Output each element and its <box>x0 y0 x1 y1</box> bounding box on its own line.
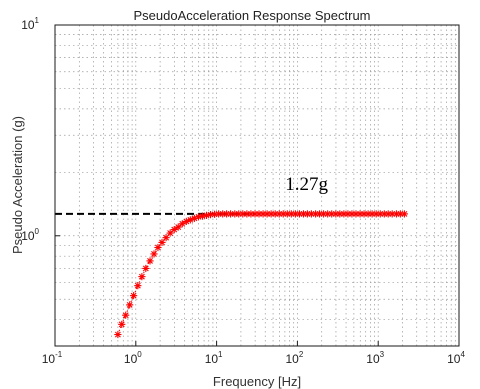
x-tick-label: 102 <box>285 350 303 366</box>
x-tick-label: 10-1 <box>42 350 63 366</box>
data-point <box>130 292 138 300</box>
series-line <box>117 213 405 335</box>
data-point <box>138 273 146 281</box>
data-point <box>162 234 170 242</box>
y-tick-label: 100 <box>21 227 39 243</box>
x-axis-title: Frequency [Hz] <box>213 374 301 389</box>
data-point <box>174 223 182 231</box>
x-tick-label: 101 <box>205 350 223 366</box>
peak-value-annotation: 1.27g <box>285 174 328 195</box>
data-point <box>178 220 186 228</box>
data-point <box>114 330 122 339</box>
data-point <box>307 210 315 218</box>
data-point <box>154 243 162 252</box>
x-tick-label: 104 <box>447 350 465 366</box>
y-axis-title: Pseudo Acceleration (g) <box>10 116 25 254</box>
data-point <box>400 210 408 218</box>
data-point <box>150 250 158 258</box>
y-tick-label: 101 <box>21 16 39 32</box>
data-point <box>126 301 134 309</box>
data-point <box>118 320 126 328</box>
x-tick-label: 103 <box>366 350 384 366</box>
tick-layer: 10-1 100 101 102 103 104 100 101 <box>21 16 465 366</box>
data-point <box>158 238 166 247</box>
data-point <box>388 210 396 218</box>
chart-title: PseudoAcceleration Response Spectrum <box>133 8 370 23</box>
data-point <box>170 225 178 234</box>
x-tick-label: 100 <box>124 350 142 366</box>
data-point <box>122 311 130 319</box>
data-point <box>134 282 142 290</box>
plot-frame <box>54 24 460 347</box>
series-layer <box>114 210 408 339</box>
data-point <box>142 264 150 273</box>
grid-layer <box>55 25 459 347</box>
data-point <box>146 257 154 265</box>
